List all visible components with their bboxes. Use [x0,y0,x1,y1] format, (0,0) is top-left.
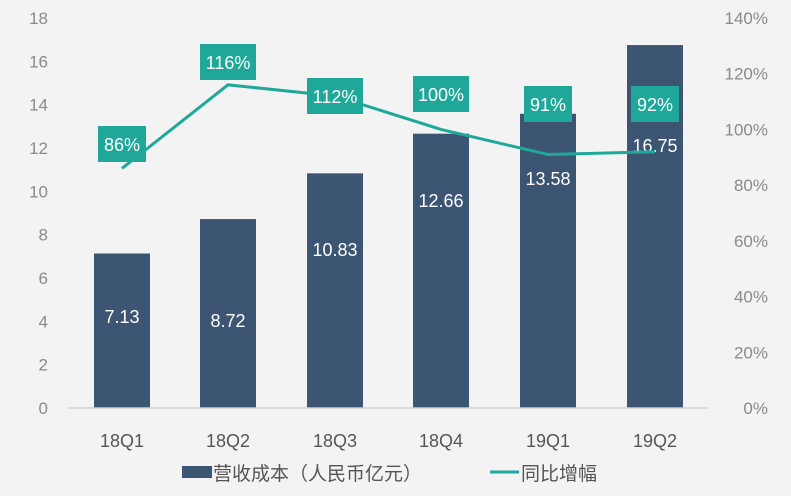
legend-swatch-bar [182,466,212,478]
line-path [121,83,656,170]
line-value-label: 91% [530,95,566,115]
left-tick-label: 14 [29,96,48,115]
right-tick-label: 20% [734,343,768,362]
bar-value-label: 13.58 [525,169,570,189]
legend-label-line: 同比增幅 [521,463,597,485]
legend-label-bar: 营收成本（人民币亿元） [213,463,422,485]
left-tick-label: 12 [29,139,48,158]
bar [200,219,256,408]
right-tick-label: 60% [734,232,768,251]
left-tick-label: 2 [39,356,48,375]
left-tick-label: 4 [39,312,48,331]
bar-value-label: 10.83 [312,240,357,260]
bar [307,173,363,408]
left-tick-label: 0 [39,399,48,418]
bar-value-label: 8.72 [210,311,245,331]
left-tick-label: 18 [29,9,48,28]
line-series: 86% 116% 112% 100% 91% 92% [98,44,679,170]
line-value-box [307,78,363,114]
right-axis: 0% 20% 40% 60% 80% 100% 120% 140% [725,9,768,418]
right-tick-label: 80% [734,176,768,195]
line-value-label: 92% [637,95,673,115]
left-axis: 0 2 4 6 8 10 12 14 16 18 [29,9,48,418]
line-value-box [413,76,469,112]
line-value-label: 100% [418,85,464,105]
bar [413,133,469,408]
legend: 营收成本（人民币亿元） 同比增幅 [182,463,597,485]
right-tick-label: 140% [725,9,768,28]
left-tick-label: 16 [29,52,48,71]
left-tick-label: 6 [39,269,48,288]
line-value-label: 112% [313,87,358,107]
x-tick-label: 19Q1 [526,431,570,451]
left-tick-label: 8 [39,226,48,245]
bar [520,113,576,409]
left-tick-label: 10 [29,182,48,201]
x-axis: 18Q1 18Q2 18Q3 18Q4 19Q1 19Q2 [100,431,677,451]
line-value-box [631,86,679,122]
line-value-box [98,126,146,162]
x-tick-label: 18Q2 [206,431,250,451]
x-tick-label: 18Q3 [313,431,357,451]
x-tick-label: 18Q1 [100,431,144,451]
line-value-label: 86% [104,135,140,155]
line-value-label: 116% [206,53,251,73]
line-value-box [200,44,256,80]
bar-value-label: 12.66 [418,191,463,211]
right-tick-label: 0% [743,399,768,418]
right-tick-label: 100% [725,120,768,139]
right-tick-label: 40% [734,288,768,307]
right-tick-label: 120% [725,65,768,84]
bar [94,253,150,408]
x-tick-label: 19Q2 [633,431,677,451]
bar-value-label: 7.13 [104,307,139,327]
x-tick-label: 18Q4 [419,431,463,451]
line-value-box [524,86,572,122]
